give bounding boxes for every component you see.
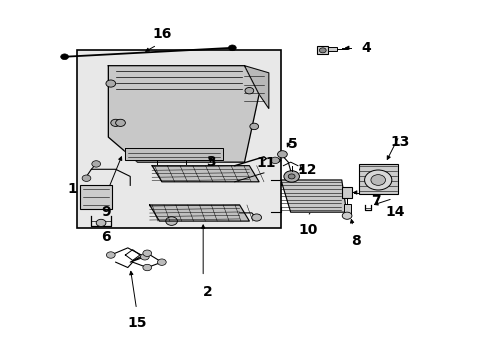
Circle shape [244,87,253,94]
Bar [343,204,350,216]
Text: 11: 11 [256,156,276,170]
Circle shape [142,264,151,271]
Text: 7: 7 [370,194,380,208]
Circle shape [251,214,261,221]
Circle shape [92,161,101,167]
Circle shape [249,123,258,130]
Polygon shape [244,66,268,109]
Circle shape [364,170,391,190]
Bar [77,50,281,228]
Circle shape [142,250,151,256]
Circle shape [165,217,177,225]
Text: 10: 10 [297,223,317,237]
Text: 15: 15 [127,316,147,330]
Circle shape [228,45,236,51]
Circle shape [106,252,115,258]
Circle shape [342,212,351,219]
Text: 3: 3 [205,155,215,169]
Text: 4: 4 [361,41,370,55]
Text: 13: 13 [389,135,409,149]
Bar [317,46,327,54]
Text: 14: 14 [385,205,404,219]
Circle shape [61,54,68,60]
Bar [80,185,112,208]
Text: 5: 5 [287,137,297,151]
Circle shape [370,175,385,185]
Circle shape [96,219,106,226]
Text: 9: 9 [101,205,110,219]
Bar [341,187,352,198]
Text: 12: 12 [296,163,316,177]
Polygon shape [152,166,259,182]
Text: 2: 2 [203,285,212,300]
Text: 8: 8 [351,234,361,248]
Circle shape [140,253,149,260]
Circle shape [319,48,325,53]
Circle shape [277,151,287,158]
Circle shape [116,119,125,126]
Circle shape [82,175,91,181]
Polygon shape [149,205,249,221]
Text: 6: 6 [101,230,110,244]
Bar [327,47,336,51]
Circle shape [157,259,166,265]
Circle shape [287,174,294,179]
Polygon shape [125,148,222,160]
Circle shape [270,157,279,163]
Text: 16: 16 [152,27,171,41]
Circle shape [111,119,120,126]
Polygon shape [108,66,259,162]
Circle shape [106,80,116,87]
Bar [358,164,397,194]
Polygon shape [281,180,346,212]
Text: 1: 1 [67,182,77,196]
Circle shape [284,171,299,182]
